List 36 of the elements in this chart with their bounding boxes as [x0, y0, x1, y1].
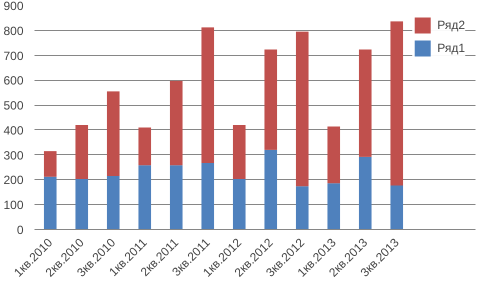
- bar: [138, 165, 152, 230]
- bar: [296, 32, 309, 186]
- bar: [106, 91, 120, 176]
- legend-label: Ряд2: [437, 18, 465, 32]
- y-tick-label: 700: [3, 48, 24, 63]
- bar: [44, 151, 57, 177]
- bar: [358, 50, 372, 157]
- bar: [106, 176, 120, 230]
- y-tick-label: 100: [3, 198, 24, 212]
- bar: [170, 165, 183, 230]
- y-tick-label: 300: [3, 148, 24, 162]
- bar: [232, 178, 246, 230]
- bar: [170, 80, 183, 166]
- y-tick-label: 0: [16, 223, 24, 237]
- bar: [327, 183, 340, 230]
- y-tick-label: 400: [3, 123, 24, 138]
- bar: [264, 50, 278, 150]
- bar: [44, 176, 57, 230]
- bar: [201, 27, 214, 164]
- bar: [390, 21, 404, 186]
- bar: [264, 150, 278, 230]
- y-tick-label: 200: [3, 173, 24, 188]
- bar: [232, 124, 246, 179]
- y-tick-label: 800: [3, 24, 24, 38]
- y-tick-label: 500: [3, 98, 24, 113]
- y-tick-label: 900: [3, 0, 24, 13]
- bar: [358, 156, 372, 230]
- bar: [327, 126, 340, 184]
- bar: [75, 124, 88, 179]
- bar: [390, 185, 404, 230]
- bar: [201, 163, 214, 230]
- bar: [296, 186, 309, 230]
- y-tick-label: 600: [3, 74, 24, 88]
- bar: [75, 178, 88, 230]
- bar: [138, 127, 152, 166]
- legend-label: Ряд1: [437, 41, 465, 55]
